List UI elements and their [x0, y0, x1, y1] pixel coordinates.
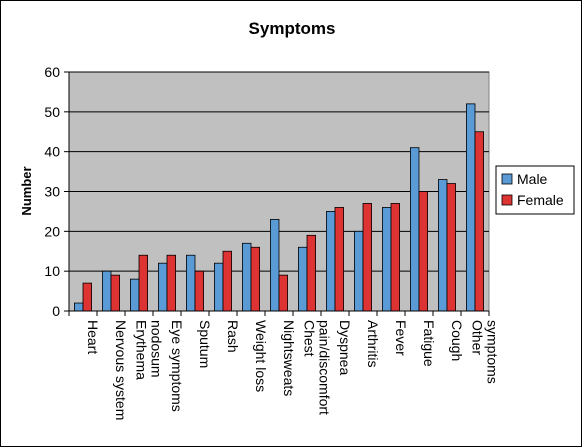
bar-female	[474, 131, 485, 312]
x-tick-label: Nightsweats	[281, 320, 297, 396]
bar-female	[110, 274, 121, 312]
x-tick-label: Other	[470, 320, 486, 355]
legend-label-female: Female	[517, 192, 564, 208]
bar-male	[465, 103, 476, 312]
x-tick-label: Sputum	[197, 320, 213, 368]
x-tick-label: Weight loss	[253, 320, 269, 392]
x-tick-label: pain/discomfort	[317, 320, 333, 415]
y-tick-label: 30	[44, 184, 60, 200]
y-tick-label: 10	[44, 263, 60, 279]
bar-male	[74, 302, 84, 312]
legend-label-male: Male	[517, 171, 548, 187]
bar-male	[297, 246, 308, 312]
x-tick-label: Fatigue	[421, 320, 437, 367]
bar-female	[278, 274, 289, 312]
bar-male	[185, 254, 196, 312]
bar-male	[129, 278, 140, 312]
y-tick-label: 40	[44, 144, 60, 160]
x-tick-label: Arthritis	[365, 320, 381, 367]
x-tick-label: symptoms	[485, 320, 501, 384]
bar-male	[409, 147, 420, 312]
legend-swatch-male	[501, 173, 513, 185]
bar-male	[213, 262, 224, 312]
x-tick-label: nodosum	[149, 320, 165, 378]
x-tick-label: Fever	[393, 320, 409, 356]
x-tick-label: Cough	[449, 320, 465, 361]
chart-title: Symptoms	[249, 19, 336, 38]
x-tick-label: Eye symptoms	[169, 320, 185, 412]
bar-female	[194, 270, 205, 312]
bar-female	[362, 203, 373, 312]
bar-female	[82, 282, 93, 312]
x-tick-label: Rash	[225, 320, 241, 353]
bar-male	[381, 207, 392, 312]
bar-male	[353, 230, 364, 312]
bar-male	[269, 218, 280, 312]
bar-female	[138, 254, 149, 312]
bar-male	[437, 179, 448, 312]
bar-female	[446, 183, 457, 312]
bar-female	[334, 207, 345, 312]
bar-female	[390, 203, 401, 312]
y-tick-label: 20	[44, 223, 60, 239]
y-tick-label: 0	[52, 303, 60, 319]
bar-male	[102, 270, 112, 312]
bar-female	[250, 246, 261, 312]
y-tick-label: 50	[44, 104, 60, 120]
x-tick-label: Nervous system	[113, 320, 129, 420]
y-axis-label: Number	[19, 166, 34, 215]
bar-female	[418, 191, 429, 312]
bar-female	[166, 254, 177, 312]
bar-male	[325, 211, 336, 312]
x-tick-label: Chest	[302, 320, 318, 357]
y-tick-label: 60	[44, 64, 60, 80]
x-tick-label: Dyspnea	[337, 320, 353, 375]
legend-swatch-female	[501, 194, 513, 206]
x-tick-label: Erythema	[134, 320, 150, 380]
bar-male	[157, 262, 168, 312]
x-tick-label: Heart	[85, 320, 101, 354]
bar-female	[306, 234, 317, 312]
bar-male	[241, 242, 252, 312]
bar-female	[222, 250, 233, 312]
